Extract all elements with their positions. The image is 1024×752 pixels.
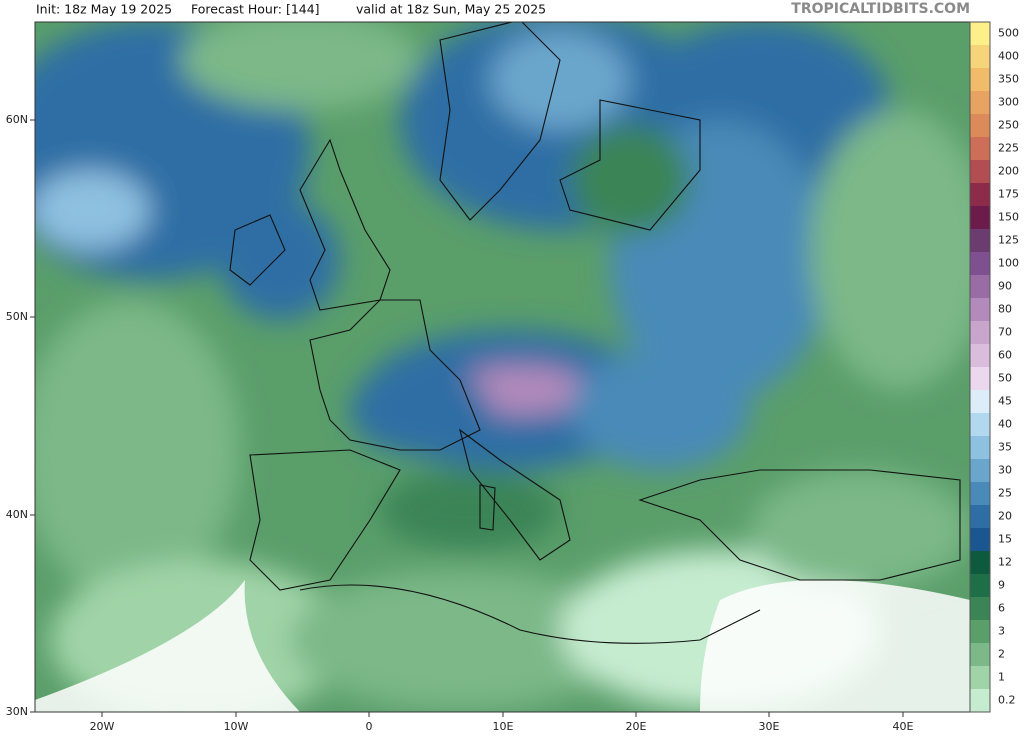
lat-label: 30N: [6, 705, 28, 718]
colorbar-segment: [970, 344, 990, 368]
lon-label: 0: [366, 720, 373, 733]
colorbar-segment: [970, 390, 990, 414]
init-text: Init: 18z May 19 2025: [36, 2, 172, 17]
colorbar-label: 150: [998, 211, 1019, 224]
valid-text: valid at 18z Sun, May 25 2025: [356, 2, 546, 17]
colorbar-segment: [970, 551, 990, 575]
colorbar-segment: [970, 229, 990, 253]
colorbar-segment: [970, 482, 990, 506]
lon-label: 20E: [626, 720, 647, 733]
colorbar-segment: [970, 22, 990, 46]
lat-label: 60N: [6, 113, 28, 126]
colorbar-label: 400: [998, 50, 1019, 63]
colorbar-segment: [970, 689, 990, 713]
colorbar-label: 200: [998, 165, 1019, 178]
lat-label: 40N: [6, 508, 28, 521]
colorbar-segment: [970, 459, 990, 483]
colorbar-frame: [969, 21, 991, 713]
colorbar-label: 250: [998, 119, 1019, 132]
colorbar-label: 80: [998, 303, 1012, 316]
colorbar-label: 35: [998, 441, 1012, 454]
colorbar-label: 50: [998, 372, 1012, 385]
colorbar-segment: [970, 275, 990, 299]
colorbar-segment: [970, 321, 990, 345]
colorbar-label: 225: [998, 142, 1019, 155]
colorbar-label: 30: [998, 464, 1012, 477]
precip-field: [35, 22, 970, 712]
colorbar-segment: [970, 68, 990, 92]
colorbar-segment: [970, 367, 990, 391]
colorbar-segment: [970, 436, 990, 460]
colorbar-segment: [970, 183, 990, 207]
colorbar-label: 0.2: [998, 694, 1016, 707]
colorbar: 5004003503002502252001751501251009080706…: [969, 21, 1019, 713]
colorbar-segment: [970, 45, 990, 69]
colorbar-label: 15: [998, 533, 1012, 546]
colorbar-label: 350: [998, 73, 1019, 86]
forecast-hour-text: Forecast Hour: [144]: [191, 2, 320, 17]
colorbar-segment: [970, 252, 990, 276]
colorbar-label: 6: [998, 602, 1005, 615]
colorbar-label: 100: [998, 257, 1019, 270]
colorbar-label: 9: [998, 579, 1005, 592]
precip-blobs: [35, 22, 970, 712]
colorbar-segment: [970, 413, 990, 437]
watermark: TROPICALTIDBITS.COM: [791, 1, 970, 17]
axes: 60N 50N 40N 30N 20W 10W 0 10E 20E 30E 40E: [6, 113, 914, 733]
colorbar-segment: [970, 574, 990, 598]
colorbar-label: 90: [998, 280, 1012, 293]
colorbar-segment: [970, 620, 990, 644]
colorbar-segment: [970, 505, 990, 529]
coastlines: [229, 22, 961, 644]
colorbar-label: 20: [998, 510, 1012, 523]
colorbar-segment: [970, 666, 990, 690]
colorbar-label: 25: [998, 487, 1012, 500]
colorbar-label: 1: [998, 671, 1005, 684]
lon-label: 10E: [493, 720, 514, 733]
colorbar-label: 125: [998, 234, 1019, 247]
lon-label: 20W: [90, 720, 115, 733]
colorbar-segment: [970, 298, 990, 322]
colorbar-segment: [970, 114, 990, 138]
lon-label: 10W: [224, 720, 249, 733]
colorbar-segment: [970, 160, 990, 184]
colorbar-segment: [970, 597, 990, 621]
colorbar-segment: [970, 206, 990, 230]
colorbar-segment: [970, 528, 990, 552]
lon-label: 40E: [893, 720, 914, 733]
lon-label: 30E: [759, 720, 780, 733]
colorbar-label: 3: [998, 625, 1005, 638]
colorbar-label: 175: [998, 188, 1019, 201]
lat-label: 50N: [6, 310, 28, 323]
colorbar-segment: [970, 91, 990, 115]
colorbar-label: 70: [998, 326, 1012, 339]
colorbar-label: 2: [998, 648, 1005, 661]
colorbar-label: 60: [998, 349, 1012, 362]
colorbar-label: 40: [998, 418, 1012, 431]
colorbar-segment: [970, 643, 990, 667]
colorbar-label: 500: [998, 27, 1019, 40]
colorbar-segment: [970, 137, 990, 161]
colorbar-label: 45: [998, 395, 1012, 408]
colorbar-label: 300: [998, 96, 1019, 109]
colorbar-label: 12: [998, 556, 1012, 569]
